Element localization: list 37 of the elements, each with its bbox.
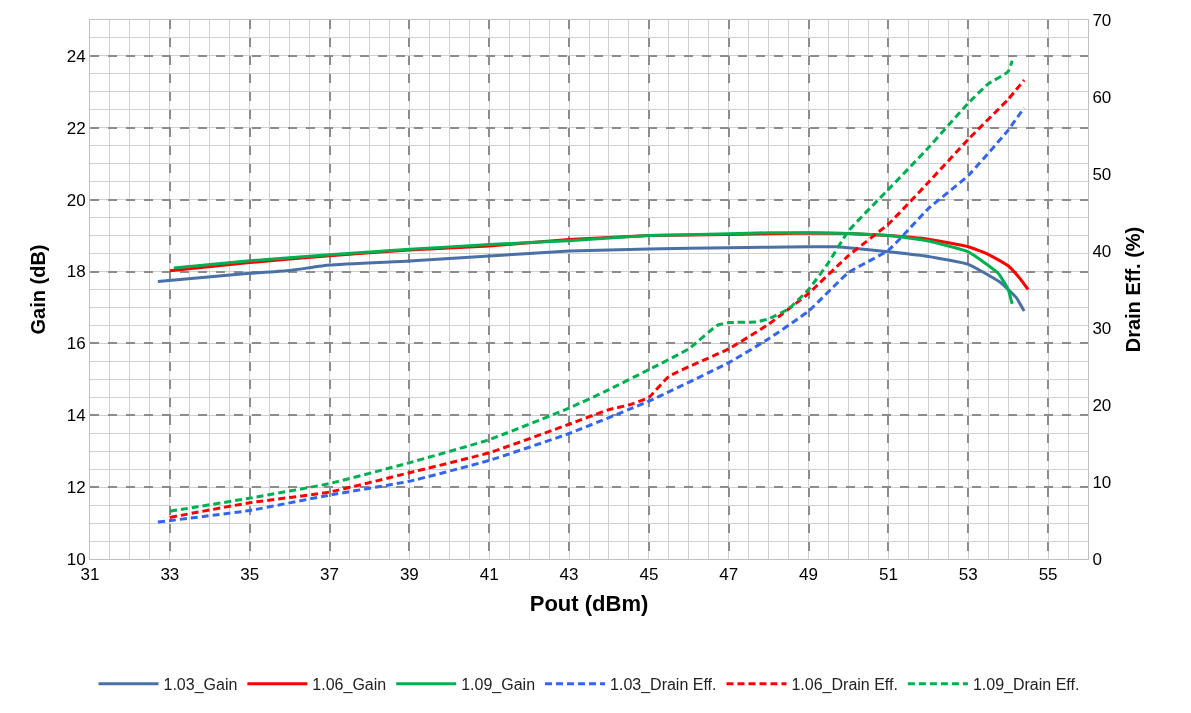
x-tick-label: 49 [799,565,819,585]
x-tick-label: 33 [160,565,180,585]
legend-label: 1.06_Gain [312,675,387,694]
legend-label: 1.03_Drain Eff. [610,675,717,694]
y2-tick-label: 60 [1092,87,1112,107]
x-tick-label: 35 [240,565,260,585]
y2-tick-label: 70 [1092,10,1112,30]
y2-tick-label: 0 [1092,549,1102,569]
x-tick-label: 39 [399,565,419,585]
y-tick-label: 14 [66,406,86,426]
x-tick-label: 43 [559,565,579,585]
y2-tick-label: 20 [1092,395,1112,415]
x-tick-label: 37 [320,565,339,585]
y-tick-label: 18 [66,262,86,282]
y2-axis-title: Drain Eff. (%) [1121,226,1144,353]
legend-label: 1.03_Gain [163,675,238,694]
y-axis-title: Gain (dB) [27,244,50,335]
x-tick-label: 47 [719,565,739,585]
y-tick-label: 22 [66,118,86,138]
y2-tick-label: 40 [1092,241,1112,261]
x-tick-label: 55 [1038,565,1058,585]
x-tick-label: 53 [958,565,978,585]
x-tick-label: 41 [479,565,499,585]
y2-tick-label: 10 [1092,472,1112,492]
y-tick-label: 12 [66,478,86,498]
x-axis-title: Pout (dBm) [529,591,649,617]
x-tick-label: 45 [639,565,659,585]
y2-tick-label: 50 [1092,164,1112,184]
y-tick-label: 24 [66,46,86,66]
y-tick-label: 16 [66,334,86,354]
y-tick-label: 20 [66,190,86,210]
x-tick-label: 51 [878,565,898,585]
legend-label: 1.09_Drain Eff. [972,675,1080,694]
line-series [156,245,1026,313]
y2-tick-label: 30 [1092,318,1112,338]
legend-label: 1.09_Gain [461,675,536,694]
legend-label: 1.06_Drain Eff. [791,675,898,694]
